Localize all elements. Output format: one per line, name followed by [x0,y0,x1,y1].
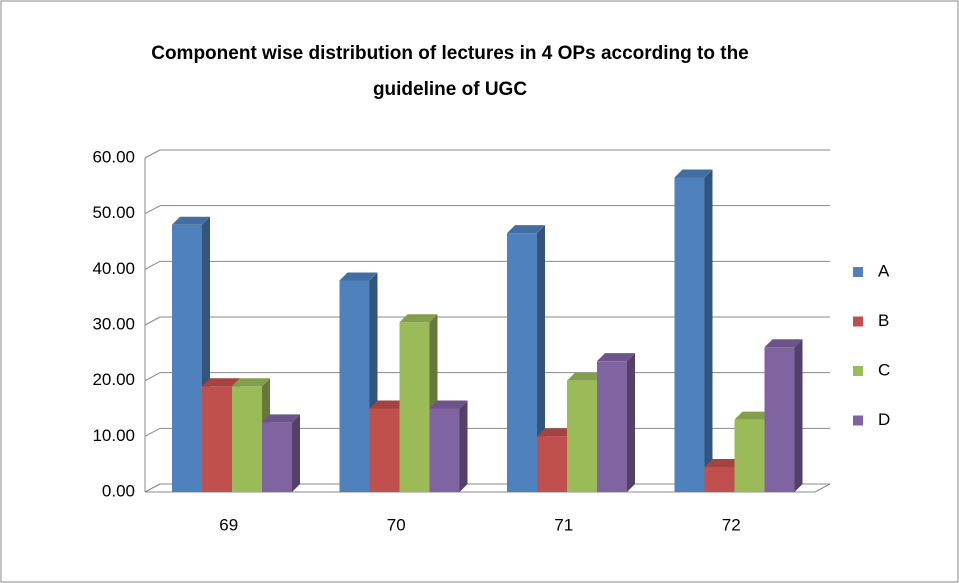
bar-top [704,458,743,467]
legend-swatch [853,267,863,277]
bar-top [339,272,378,281]
x-tick-label: 70 [387,515,406,534]
bar-top [734,411,773,420]
bar [399,322,430,492]
legend-swatch [853,316,863,327]
bar [172,224,202,493]
legend-label: D [878,410,890,429]
bar [202,386,232,492]
bar-side [537,225,545,492]
bar-top [567,372,605,381]
bar-top [674,169,713,178]
y-tick-label: 0.00 [102,481,135,500]
grid-line-side [144,316,161,326]
x-tick-label: 71 [554,515,573,534]
grid-line-side [144,260,161,270]
bar-side [704,169,713,492]
y-tick-label: 30.00 [92,314,135,333]
bar [429,408,460,492]
grid-line-side [144,149,161,159]
y-tick-label: 20.00 [92,370,135,389]
grid-line-side [144,205,161,215]
bar [262,422,292,492]
bar-top [369,400,408,409]
y-tick-label: 50.00 [92,203,135,222]
bar-side [794,339,803,492]
legend-swatch [853,415,863,426]
bar [734,419,765,492]
grid-line-side [144,427,161,437]
bar-top [399,314,438,323]
bar [537,436,567,492]
x-tick-label: 72 [722,515,741,534]
bar-top [537,428,575,437]
bar [764,347,795,492]
bar [232,386,262,492]
y-tick-label: 40.00 [92,259,135,278]
bar-top [202,378,240,387]
bar [369,408,400,492]
chart-title: Component wise distribution of lectures … [151,43,749,100]
bar [704,466,735,492]
bar [674,177,705,492]
legend-label: B [878,311,889,330]
grid-line-side [144,372,161,382]
bar-top [507,225,545,234]
bar-top [172,216,210,225]
bar-top [597,353,635,362]
bar-top [764,339,803,348]
bar [597,361,627,492]
bar [567,380,597,492]
bar-top [232,378,270,387]
bar-top [429,400,468,409]
y-tick-label: 10.00 [92,426,135,445]
x-tick-label: 69 [219,515,238,534]
bar-top [262,414,300,423]
y-tick-label: 60.00 [92,147,135,166]
legend-label: A [878,261,890,280]
bar-side [292,414,300,492]
bar [507,233,537,492]
legend-label: C [878,360,890,379]
legend-swatch [853,366,863,376]
bar [339,280,370,492]
bar-side [459,400,468,492]
bar-side [627,353,635,492]
